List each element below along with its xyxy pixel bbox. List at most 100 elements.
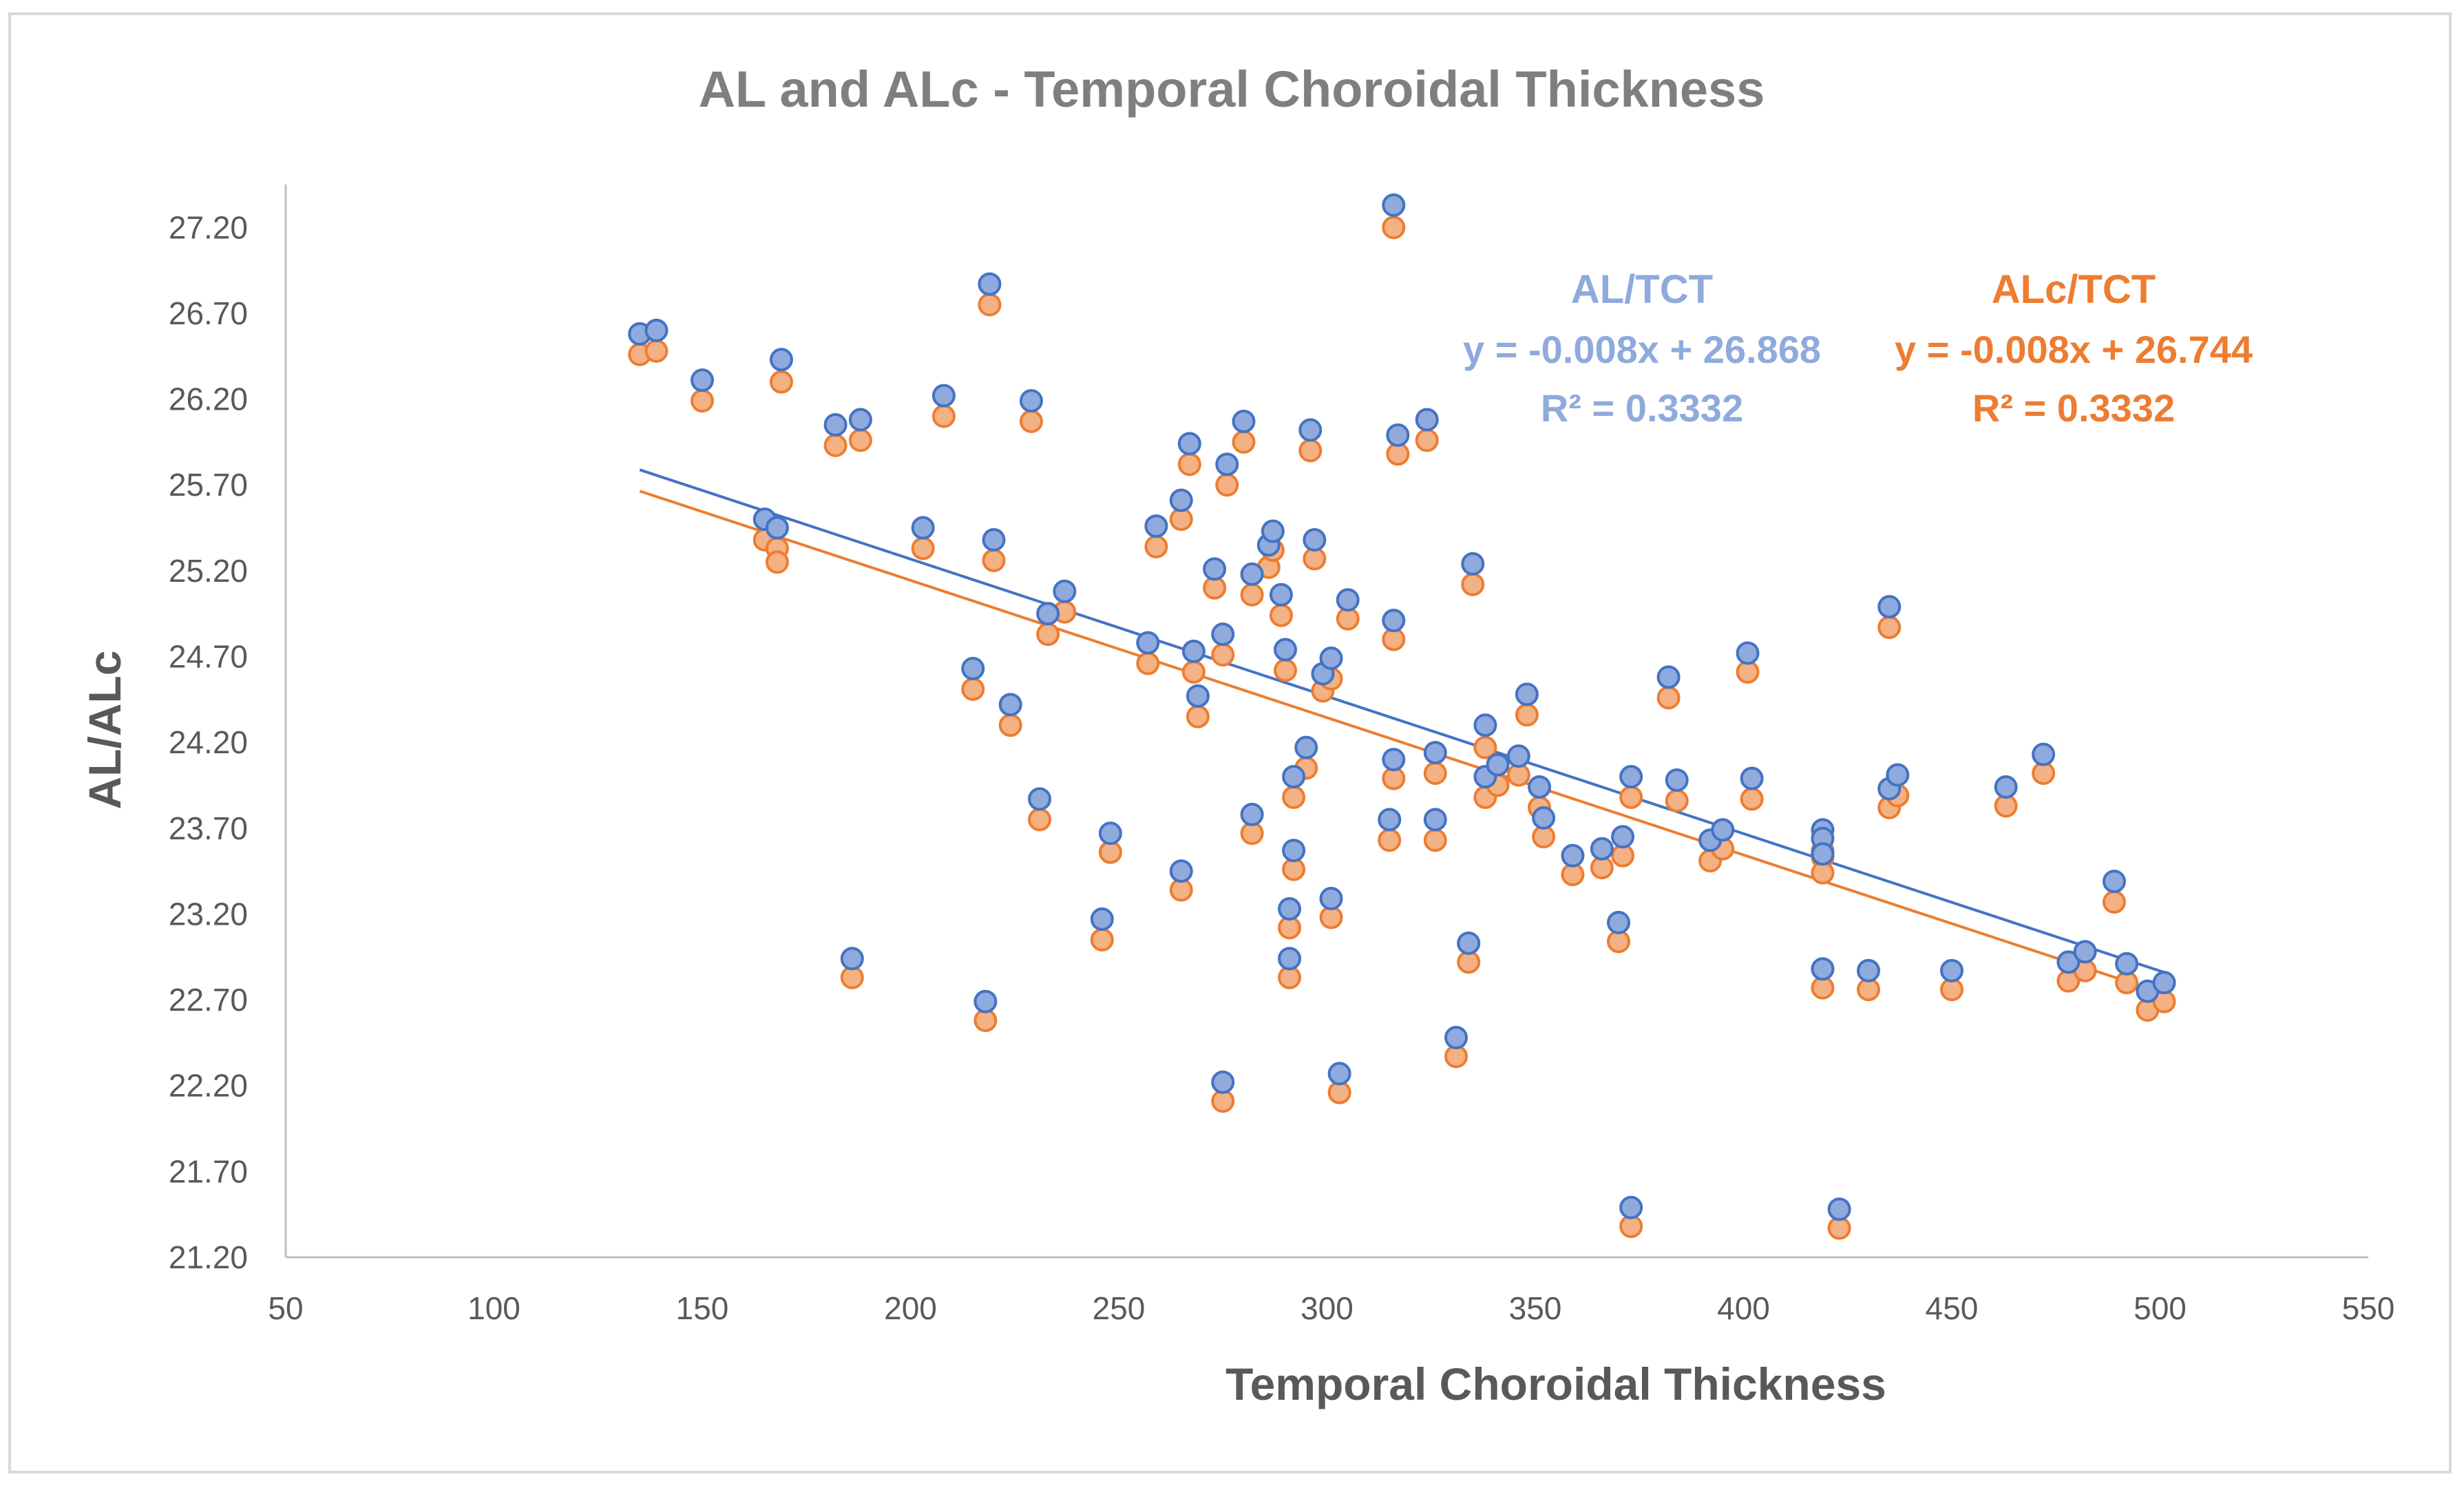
x-tick-label: 50 [268,1290,303,1326]
al-data-point [1378,808,1402,832]
alc-data-point [1269,603,1293,627]
al-data-point [1857,958,1880,983]
y-tick-label: 26.70 [169,295,248,331]
al-data-point [1240,562,1264,586]
alc-data-point [1656,686,1681,710]
alc-data-point [848,428,872,452]
al-data-point [1278,896,1302,921]
al-annotation-equation: y = -0.008x + 26.868 [1463,328,1821,371]
y-tick-label: 27.20 [169,209,248,245]
x-axis-title: Temporal Choroidal Thickness [1225,1358,1886,1409]
al-data-point [1298,418,1323,442]
al-data-point [1336,588,1360,612]
alc-data-point [1028,808,1052,832]
x-tick-label: 450 [1926,1290,1979,1326]
al-data-point [1423,741,1447,765]
alc-data-point [1274,658,1297,682]
alc-annotation-r2: R² = 0.3332 [1972,386,2175,430]
al-data-point [1053,579,1077,603]
x-tick-label: 500 [2134,1290,2187,1326]
alc-annotation-equation: y = -0.008x + 26.744 [1895,328,2253,371]
al-data-point [840,947,864,971]
y-axis-title: AL/ALc [79,651,130,810]
al-data-point [769,348,793,372]
al-data-point [1019,389,1043,413]
y-tick-label: 23.20 [169,896,248,932]
alc-data-point [982,548,1006,572]
x-tick-label: 350 [1509,1290,1562,1326]
alc-data-point [978,293,1002,317]
al-data-point [1423,808,1447,832]
al-data-point [1461,552,1485,576]
al-data-point [1590,837,1614,861]
alc-data-point [1181,660,1205,684]
alc-data-point [1473,735,1497,759]
al-data-point [1473,713,1497,737]
alc-data-point [911,536,935,560]
y-tick-label: 23.70 [169,810,248,846]
al-data-point [1282,765,1306,789]
alc-data-point [823,433,847,457]
al-data-point [1415,408,1439,432]
al-data-point [973,989,998,1014]
al-data-point [1486,753,1510,777]
al-data-point [1177,432,1201,456]
al-data-point [848,408,872,432]
al-data-point [1561,843,1585,868]
x-tick-label: 100 [467,1290,520,1326]
alc-data-point [1211,643,1235,667]
y-axis-ticks: 21.20 21.70 22.20 22.70 23.20 23.70 24.20 24.70… [169,209,248,1275]
chart-title: AL and ALc - Temporal Choroidal Thicknes… [699,61,1765,118]
y-tick-label: 24.70 [169,639,248,675]
x-tick-label: 200 [884,1290,937,1326]
al-data-point [1886,763,1910,787]
al-data-point [961,656,985,680]
al-data-point [1211,622,1235,647]
al-data-point [1736,641,1760,665]
alc-data-point [2102,890,2126,914]
al-data-point [931,384,956,408]
al-data-point [1532,806,1556,830]
al-data-point [1169,859,1193,883]
al-data-point [823,412,847,437]
alc-data-point [1186,704,1210,728]
al-data-point [1740,766,1764,790]
alc-data-point [1144,534,1168,558]
x-axis-ticks: 50 100 150 200 250 300 350 400 450 500 550 [268,1290,2394,1326]
al-data-point [691,368,714,392]
al-data-point [1811,842,1835,866]
al-data-point [1386,423,1410,447]
alc-data-point [644,339,668,363]
x-tick-label: 250 [1093,1290,1146,1326]
alc-data-point [1232,430,1256,454]
al-data-point [1611,825,1635,849]
al-data-point [1607,910,1630,934]
alc-data-point [1619,785,1643,809]
al-data-point [1090,907,1114,931]
alc-data-point [691,389,714,413]
alc-data-point [1382,216,1406,240]
al-annotation-title: AL/TCT [1571,267,1713,312]
al-data-point [1203,557,1227,581]
al-data-point [1811,957,1835,981]
al-data-point [998,693,1022,717]
x-tick-label: 550 [2342,1290,2395,1326]
al-data-point [2073,940,2097,964]
al-data-point [1457,931,1481,955]
alc-data-point [765,550,789,574]
al-data-point [2115,952,2139,976]
alc-data-point [931,404,956,428]
al-data-point [1169,488,1193,512]
x-tick-label: 150 [676,1290,729,1326]
al-data-point [1619,1195,1643,1219]
al-data-point [1619,765,1643,789]
al-data-point [1036,602,1060,626]
series-al-points [628,193,2176,1221]
alc-data-point [1740,787,1764,811]
alc-data-point [1378,828,1402,852]
al-data-point [1282,839,1306,863]
al-data-point [1506,744,1530,768]
al-data-point [2102,870,2126,894]
al-data-point [2152,971,2176,995]
